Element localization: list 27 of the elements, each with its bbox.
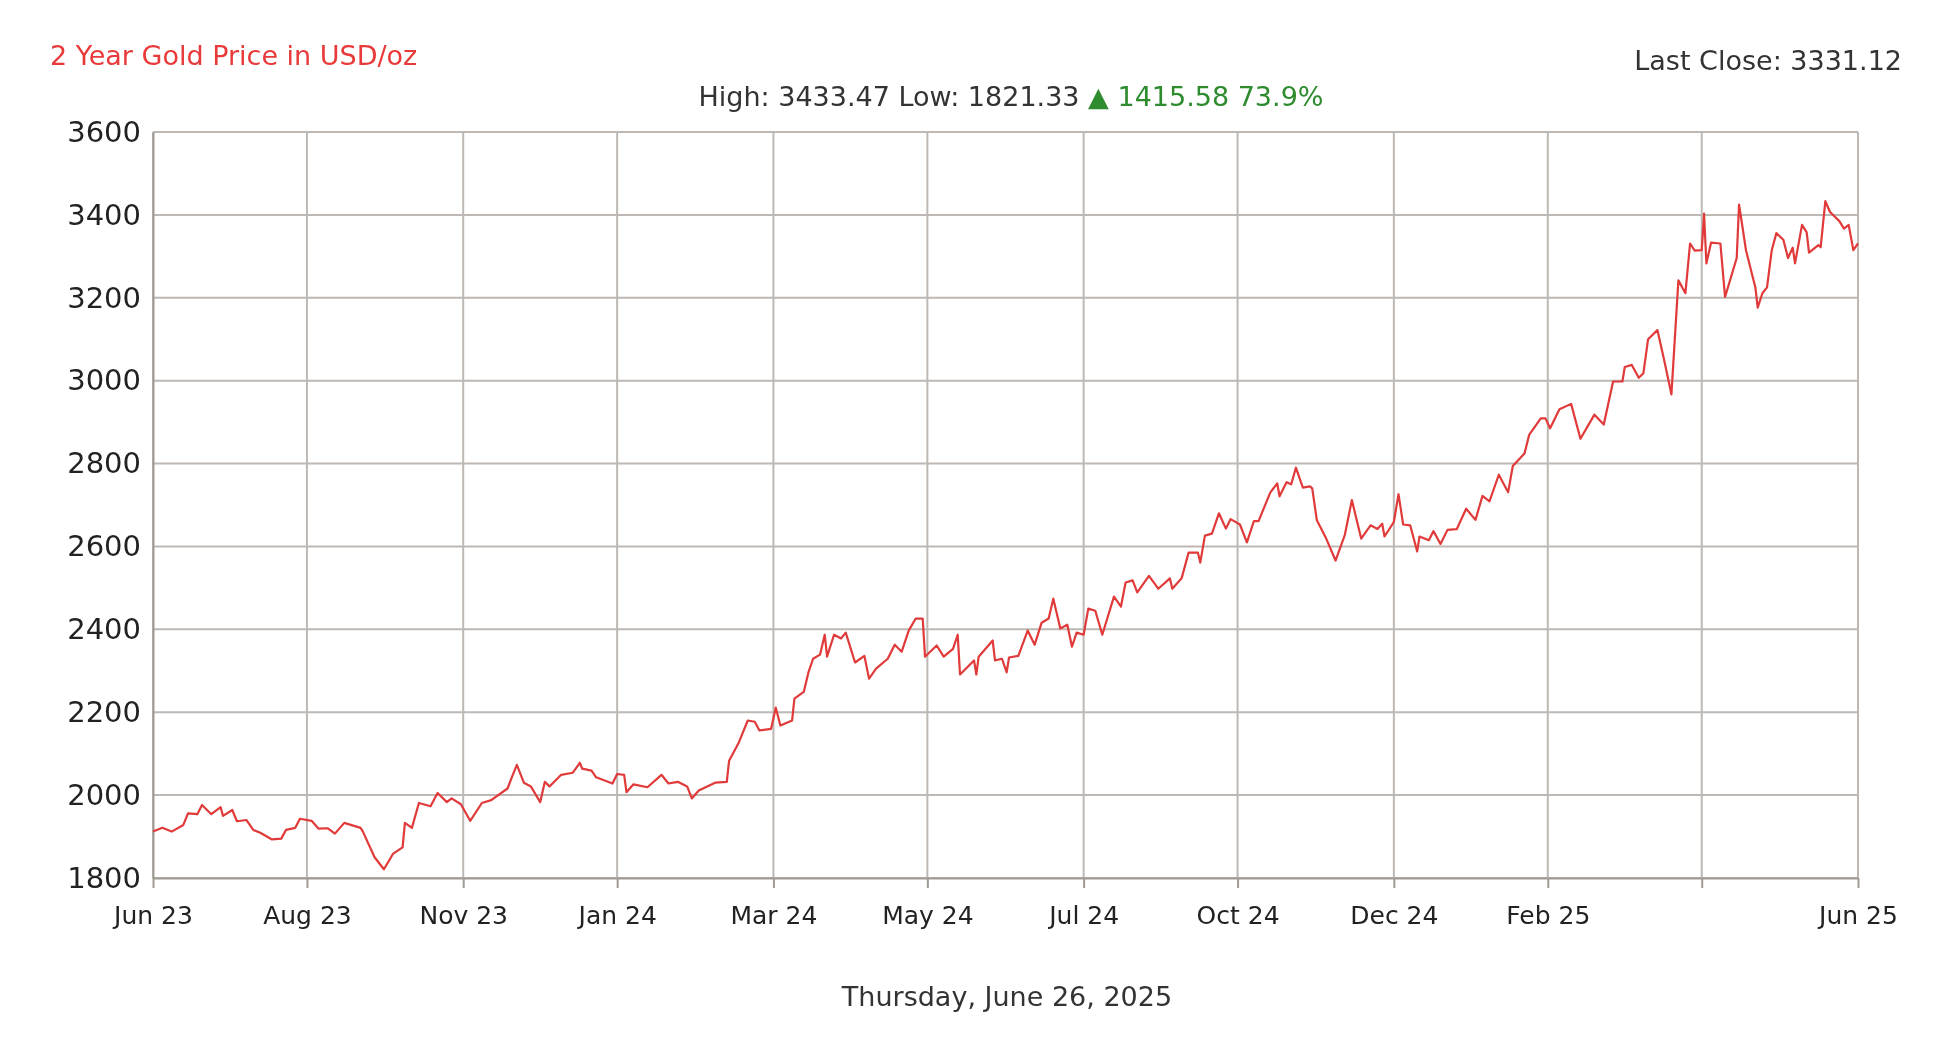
x-tick-label: Aug 23	[263, 900, 352, 930]
x-tick-label: Jul 24	[1047, 900, 1120, 930]
y-tick-label: 3200	[67, 280, 141, 315]
line-series	[151, 200, 1860, 871]
chart-subtitle: High: 3433.47 Low: 1821.33	[698, 81, 1080, 112]
y-tick-label: 1800	[67, 860, 141, 895]
y-tick-label: 3600	[67, 114, 141, 149]
y-tick-label: 2400	[67, 612, 141, 647]
y-tick-label: 2800	[67, 446, 141, 481]
y-tick-label: 2600	[67, 529, 141, 564]
x-tick-label: Nov 23	[419, 900, 508, 930]
y-tick-label: 3000	[67, 363, 141, 398]
text: ▲ 1415.58 73.9%	[1079, 81, 1324, 112]
x-tick-label: Oct 24	[1196, 900, 1280, 930]
x-tick-label: Jun 25	[1817, 900, 1898, 930]
x-tick-label: Feb 25	[1506, 900, 1591, 930]
chart-title: 2 Year Gold Price in USD/oz	[50, 40, 418, 71]
y-tick-label: 2200	[67, 695, 141, 729]
x-tick-label: Jun 23	[112, 900, 193, 930]
y-tick-label: 3400	[67, 197, 141, 232]
y-tick-label: 2000	[67, 777, 141, 812]
x-tick-label: May 24	[882, 900, 974, 930]
x-tick-label: Jan 24	[576, 900, 657, 930]
x-tick-label: Dec 24	[1350, 900, 1439, 930]
text: Last Close: 3331.12	[1634, 45, 1902, 76]
text: Thursday, June 26, 2025	[840, 981, 1173, 1012]
x-tick-label: Mar 24	[730, 900, 818, 930]
